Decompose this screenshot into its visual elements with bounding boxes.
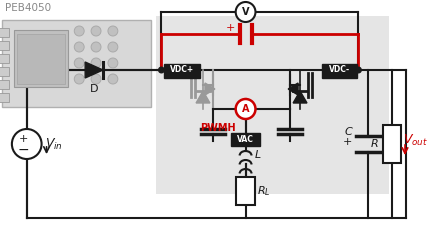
Bar — [0, 80, 9, 89]
Text: VDC+: VDC+ — [170, 65, 194, 74]
Circle shape — [108, 58, 118, 68]
Text: $R_L$: $R_L$ — [257, 184, 271, 198]
Circle shape — [108, 74, 118, 84]
Circle shape — [91, 74, 101, 84]
Text: D: D — [90, 84, 99, 94]
Circle shape — [108, 26, 118, 36]
Circle shape — [12, 129, 42, 159]
Bar — [0, 93, 9, 102]
Bar — [14, 30, 68, 87]
Text: +: + — [343, 137, 352, 147]
Bar — [0, 54, 9, 63]
Bar — [236, 177, 256, 205]
Text: PEB4050: PEB4050 — [5, 3, 51, 13]
Bar — [0, 28, 9, 37]
Circle shape — [74, 26, 84, 36]
Text: VDC-: VDC- — [329, 65, 350, 74]
Text: A: A — [242, 104, 250, 114]
Text: +: + — [226, 23, 235, 33]
Circle shape — [236, 99, 256, 119]
Text: $V_{in}$: $V_{in}$ — [45, 136, 62, 152]
Bar — [17, 34, 66, 84]
Circle shape — [91, 26, 101, 36]
Circle shape — [74, 42, 84, 52]
Circle shape — [159, 67, 164, 73]
Bar — [157, 16, 389, 194]
Text: +: + — [19, 134, 29, 144]
Text: $V_{out}$: $V_{out}$ — [403, 132, 428, 148]
Polygon shape — [85, 62, 103, 78]
Text: L: L — [254, 150, 261, 160]
Circle shape — [356, 67, 361, 73]
Text: V: V — [242, 7, 250, 17]
Circle shape — [74, 74, 84, 84]
Text: R: R — [371, 139, 378, 149]
Circle shape — [236, 2, 256, 22]
Circle shape — [74, 58, 84, 68]
Polygon shape — [288, 83, 298, 95]
Bar — [0, 41, 9, 50]
Bar — [0, 67, 9, 76]
Text: −: − — [18, 143, 30, 157]
Polygon shape — [196, 91, 210, 103]
Bar — [383, 125, 401, 163]
Bar — [2, 20, 151, 107]
Bar — [231, 133, 260, 146]
Text: C: C — [345, 127, 352, 137]
Polygon shape — [293, 91, 307, 103]
Circle shape — [91, 58, 101, 68]
Circle shape — [243, 106, 248, 112]
Text: PWMH: PWMH — [200, 123, 236, 133]
Polygon shape — [205, 83, 215, 95]
Bar — [322, 64, 358, 78]
Circle shape — [91, 42, 101, 52]
Bar — [164, 64, 200, 78]
Text: VAC: VAC — [237, 134, 254, 143]
Circle shape — [108, 42, 118, 52]
